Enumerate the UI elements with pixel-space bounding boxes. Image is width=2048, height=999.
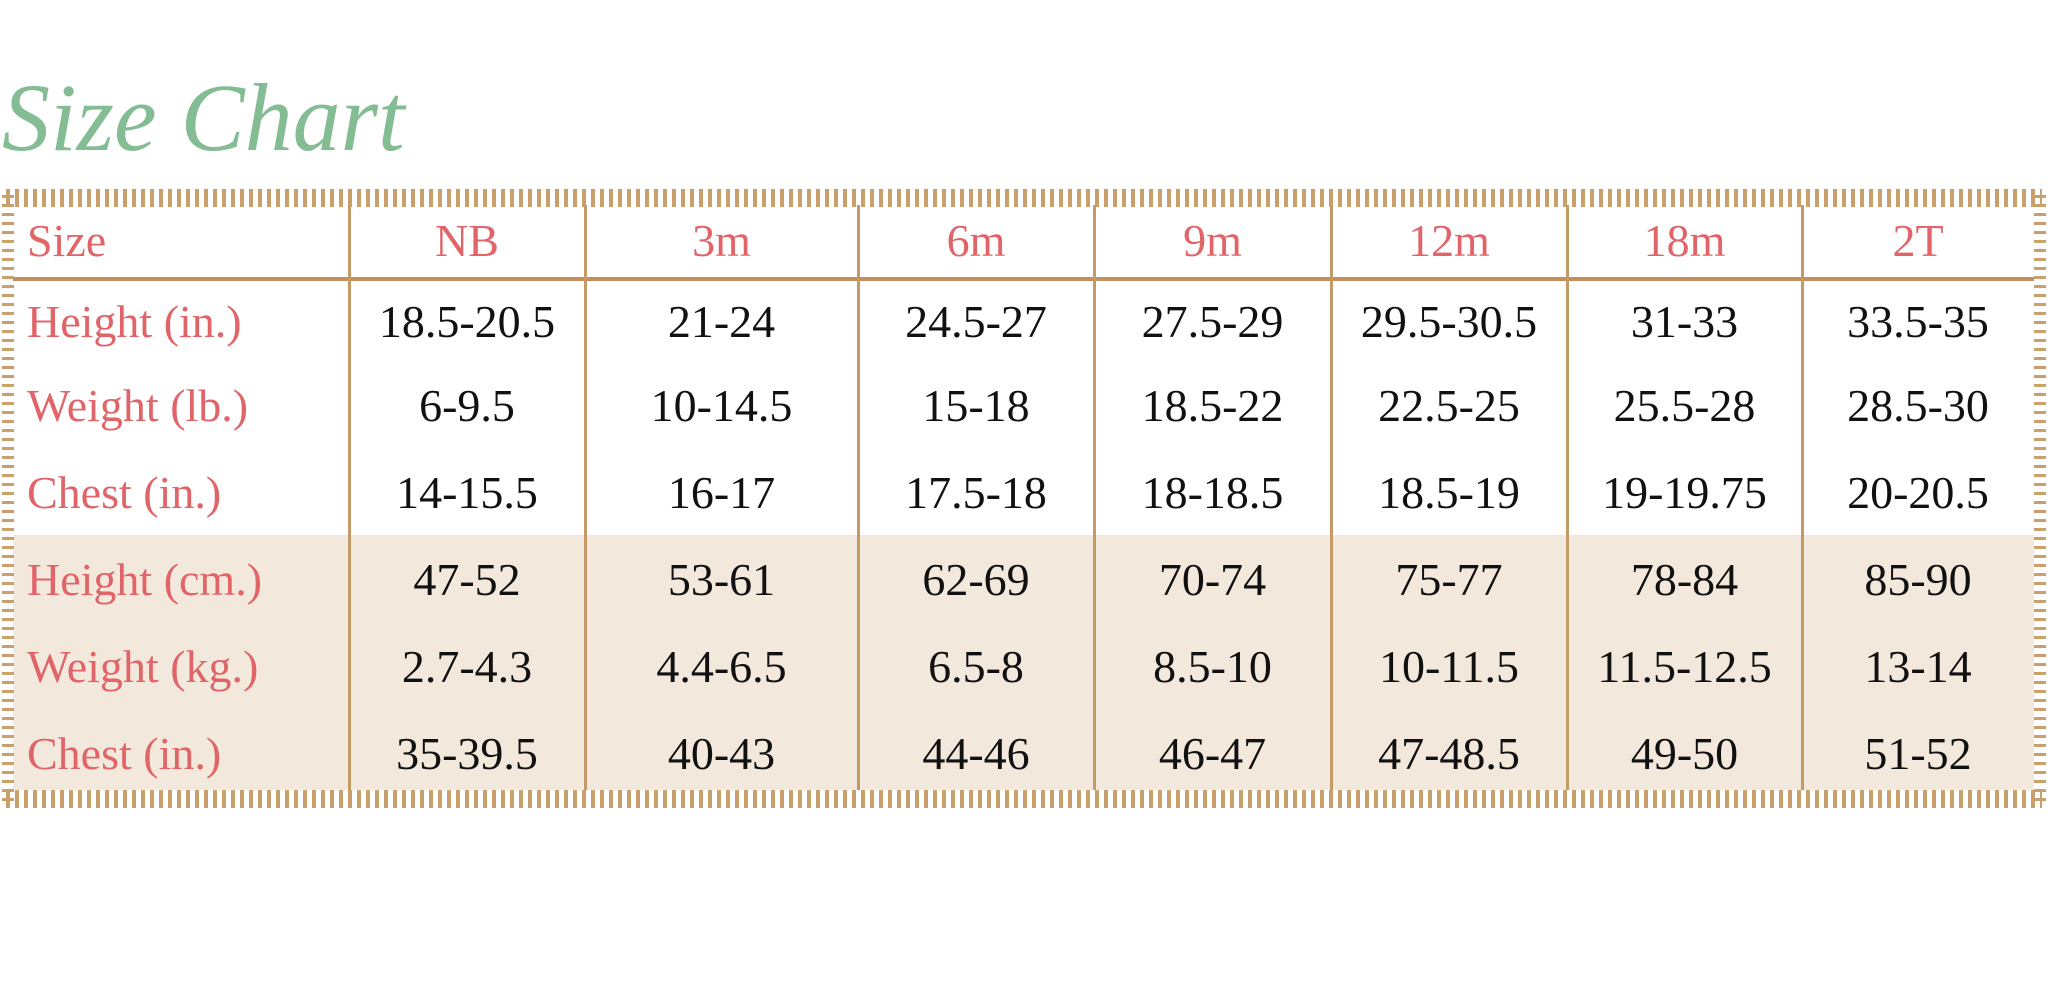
table-cell: 15-18 [922, 379, 1030, 431]
table-cell: 29.5-30.5 [1360, 295, 1538, 347]
table-cell: 49-50 [1630, 727, 1739, 779]
table-cell: 44-46 [922, 727, 1030, 779]
size-header: 6m [946, 214, 1006, 266]
table-cell: 21-24 [667, 295, 776, 347]
table-cell: 46-47 [1158, 727, 1267, 779]
table-cell: 14-15.5 [396, 466, 538, 518]
table-cell: 2.7-4.3 [401, 640, 533, 692]
table-cell: 70-74 [1158, 553, 1267, 605]
table-cell: 10-14.5 [650, 379, 793, 431]
table-cell: 24.5-27 [905, 295, 1047, 347]
row-label: Chest (in.) [27, 466, 222, 518]
ruler-border-bottom [6, 790, 2042, 808]
column-divider [348, 205, 351, 790]
table-cell: 47-52 [413, 553, 521, 605]
table-cell: 6.5-8 [928, 640, 1024, 692]
table-cell: 18-18.5 [1141, 466, 1284, 518]
table-cell: 31-33 [1630, 295, 1739, 347]
table-cell: 18.5-19 [1378, 466, 1520, 518]
ruler-border-top [6, 189, 2042, 207]
column-divider [857, 205, 860, 790]
table-cell: 51-52 [1864, 727, 1972, 779]
table-cell: 78-84 [1630, 553, 1739, 605]
ruler-border-left [2, 195, 14, 805]
size-header: 9m [1183, 214, 1242, 266]
size-header: 18m [1643, 214, 1726, 266]
table-cell: 19-19.75 [1602, 466, 1767, 518]
table-cell: 33.5-35 [1847, 295, 1989, 347]
table-cell: 6-9.5 [419, 379, 515, 431]
row-label: Weight (lb.) [27, 379, 249, 431]
table-cell: 8.5-10 [1153, 640, 1272, 692]
table-cell: 25.5-28 [1613, 379, 1756, 431]
table-cell: 17.5-18 [905, 466, 1047, 518]
table-cell: 28.5-30 [1847, 379, 1989, 431]
header-label: Size [27, 214, 107, 266]
table-cell: 35-39.5 [396, 727, 538, 779]
table-cell: 11.5-12.5 [1597, 640, 1772, 692]
row-label: Chest (in.) [27, 727, 222, 779]
row-label: Height (in.) [27, 295, 242, 347]
column-divider [1330, 205, 1333, 790]
table-cell: 62-69 [922, 553, 1030, 605]
size-header: 2T [1892, 214, 1944, 266]
column-divider [584, 205, 587, 790]
table-cell: 75-77 [1395, 553, 1503, 605]
row-label: Weight (kg.) [27, 640, 259, 692]
table-cell: 18.5-20.5 [378, 295, 556, 347]
size-header: 3m [692, 214, 751, 266]
size-header: 12m [1408, 214, 1490, 266]
column-divider [1566, 205, 1569, 790]
table-cell: 13-14 [1864, 640, 1972, 692]
header-divider [13, 277, 2034, 281]
table-cell: 47-48.5 [1378, 727, 1520, 779]
table-cell: 22.5-25 [1378, 379, 1520, 431]
ruler-border-right [2034, 195, 2046, 805]
table-cell: 85-90 [1864, 553, 1972, 605]
table-cell: 27.5-29 [1141, 295, 1284, 347]
table-cell: 18.5-22 [1141, 379, 1284, 431]
column-divider [1801, 205, 1804, 790]
table-cell: 40-43 [667, 727, 776, 779]
row-label: Height (cm.) [27, 553, 263, 605]
table-cell: 20-20.5 [1847, 466, 1989, 518]
table-cell: 16-17 [667, 466, 776, 518]
column-divider [1093, 205, 1096, 790]
size-header: NB [435, 214, 499, 266]
table-cell: 4.4-6.5 [656, 640, 787, 692]
page-title: Size Chart [2, 64, 405, 171]
table-cell: 10-11.5 [1378, 640, 1520, 692]
table-cell: 53-61 [667, 553, 776, 605]
